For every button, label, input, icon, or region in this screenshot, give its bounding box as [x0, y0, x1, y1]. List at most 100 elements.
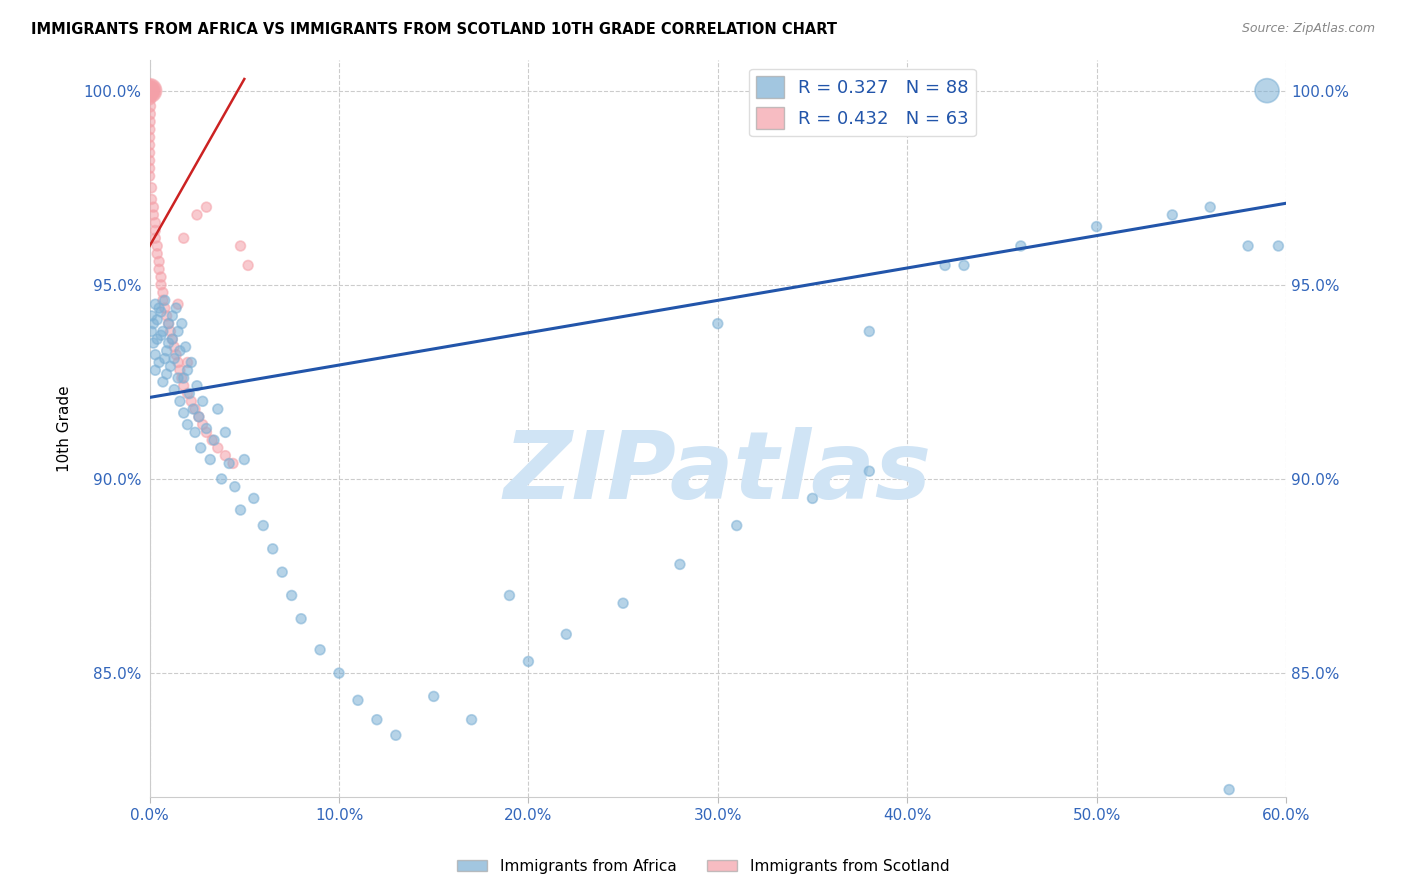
Point [1010, 239, 1032, 253]
Point [669, 558, 692, 572]
Point [156, 367, 179, 381]
Point [138, 84, 160, 98]
Point [141, 325, 163, 339]
Point [138, 84, 160, 98]
Point [142, 208, 165, 222]
Point [953, 259, 976, 273]
Point [233, 452, 256, 467]
Point [138, 122, 160, 136]
Point [180, 355, 202, 369]
Point [262, 541, 284, 556]
Point [152, 285, 174, 300]
Point [138, 84, 160, 98]
Point [138, 84, 160, 98]
Point [179, 386, 201, 401]
Point [138, 91, 160, 105]
Point [143, 297, 166, 311]
Point [169, 363, 191, 377]
Point [165, 301, 187, 315]
Point [200, 452, 222, 467]
Point [176, 417, 198, 432]
Point [152, 375, 174, 389]
Point [271, 565, 294, 579]
Point [328, 666, 350, 681]
Y-axis label: 10th Grade: 10th Grade [58, 385, 72, 472]
Point [138, 161, 160, 176]
Point [1199, 200, 1222, 214]
Point [187, 409, 209, 424]
Point [173, 371, 195, 385]
Point [157, 336, 180, 351]
Legend: Immigrants from Africa, Immigrants from Scotland: Immigrants from Africa, Immigrants from … [451, 853, 955, 880]
Point [156, 343, 179, 358]
Point [211, 472, 233, 486]
Point [460, 713, 482, 727]
Point [138, 169, 160, 183]
Point [138, 130, 160, 145]
Point [252, 518, 274, 533]
Point [184, 425, 207, 440]
Point [309, 642, 332, 657]
Point [146, 312, 169, 326]
Point [224, 480, 246, 494]
Point [517, 655, 540, 669]
Point [180, 394, 202, 409]
Point [138, 138, 160, 153]
Point [1237, 239, 1260, 253]
Point [150, 305, 173, 319]
Point [146, 332, 169, 346]
Point [138, 84, 160, 98]
Point [142, 200, 165, 214]
Point [725, 518, 748, 533]
Point [801, 491, 824, 506]
Point [138, 84, 160, 98]
Point [152, 293, 174, 308]
Point [162, 332, 184, 346]
Point [150, 277, 173, 292]
Point [174, 340, 197, 354]
Point [153, 351, 176, 366]
Point [167, 297, 190, 311]
Point [184, 402, 207, 417]
Point [153, 301, 176, 315]
Point [1256, 84, 1278, 98]
Point [159, 325, 181, 339]
Point [150, 328, 173, 343]
Point [934, 259, 956, 273]
Point [169, 394, 191, 409]
Point [173, 406, 195, 420]
Point [138, 84, 160, 98]
Point [222, 457, 245, 471]
Point [1085, 219, 1108, 234]
Point [229, 503, 252, 517]
Point [201, 433, 224, 447]
Point [229, 239, 252, 253]
Point [498, 589, 520, 603]
Point [170, 371, 193, 385]
Point [142, 317, 165, 331]
Point [165, 348, 187, 362]
Point [385, 728, 408, 742]
Point [138, 114, 160, 128]
Point [176, 386, 198, 401]
Point [156, 309, 179, 323]
Point [138, 99, 160, 113]
Point [195, 425, 218, 440]
Point [148, 254, 170, 268]
Point [141, 193, 163, 207]
Point [612, 596, 634, 610]
Point [366, 713, 388, 727]
Point [141, 309, 163, 323]
Point [280, 589, 302, 603]
Point [143, 216, 166, 230]
Point [142, 336, 165, 351]
Text: ZIPatlas: ZIPatlas [503, 426, 932, 519]
Point [138, 145, 160, 160]
Point [555, 627, 578, 641]
Point [138, 153, 160, 168]
Point [138, 84, 160, 98]
Point [187, 409, 209, 424]
Point [153, 293, 176, 308]
Point [138, 84, 160, 98]
Point [214, 449, 236, 463]
